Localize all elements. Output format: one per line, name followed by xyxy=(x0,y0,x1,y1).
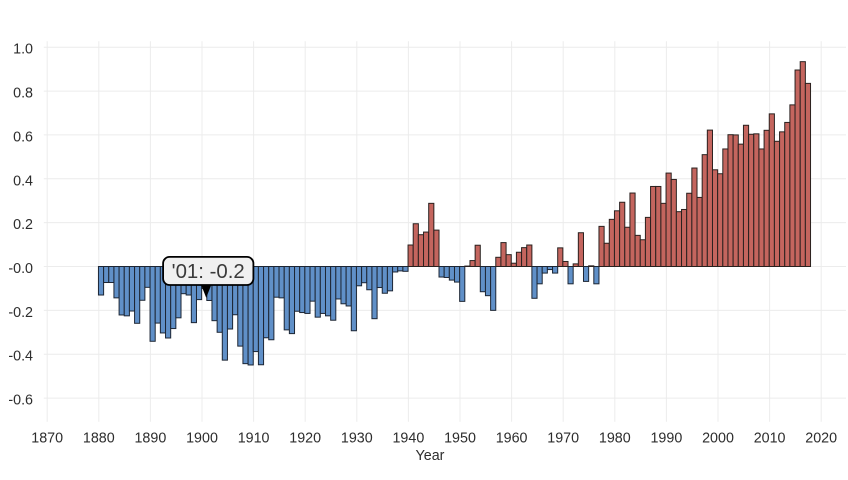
svg-text:1970: 1970 xyxy=(547,430,579,446)
svg-text:1.0: 1.0 xyxy=(13,42,33,58)
svg-text:1910: 1910 xyxy=(238,430,270,446)
svg-text:1940: 1940 xyxy=(392,430,424,446)
svg-text:1890: 1890 xyxy=(134,430,166,446)
svg-text:1990: 1990 xyxy=(650,430,682,446)
svg-text:1950: 1950 xyxy=(444,430,476,446)
svg-text:1900: 1900 xyxy=(186,430,218,446)
svg-text:1920: 1920 xyxy=(289,430,321,446)
svg-text:1930: 1930 xyxy=(341,430,373,446)
svg-text:0.4: 0.4 xyxy=(13,173,33,189)
svg-text:-0.0: -0.0 xyxy=(8,261,33,277)
svg-text:0.2: 0.2 xyxy=(13,217,33,233)
svg-text:1960: 1960 xyxy=(496,430,528,446)
svg-text:-0.4: -0.4 xyxy=(8,349,33,365)
svg-text:2010: 2010 xyxy=(754,430,786,446)
svg-text:0.8: 0.8 xyxy=(13,86,33,102)
svg-text:1880: 1880 xyxy=(83,430,115,446)
svg-text:-0.2: -0.2 xyxy=(8,305,33,321)
svg-text:1980: 1980 xyxy=(599,430,631,446)
svg-text:2020: 2020 xyxy=(805,430,837,446)
svg-text:-0.6: -0.6 xyxy=(8,393,33,409)
svg-text:0.6: 0.6 xyxy=(13,129,33,145)
svg-text:2000: 2000 xyxy=(702,430,734,446)
svg-text:'01: -0.2: '01: -0.2 xyxy=(172,261,245,283)
svg-text:1870: 1870 xyxy=(31,430,63,446)
svg-text:Year: Year xyxy=(416,448,445,464)
